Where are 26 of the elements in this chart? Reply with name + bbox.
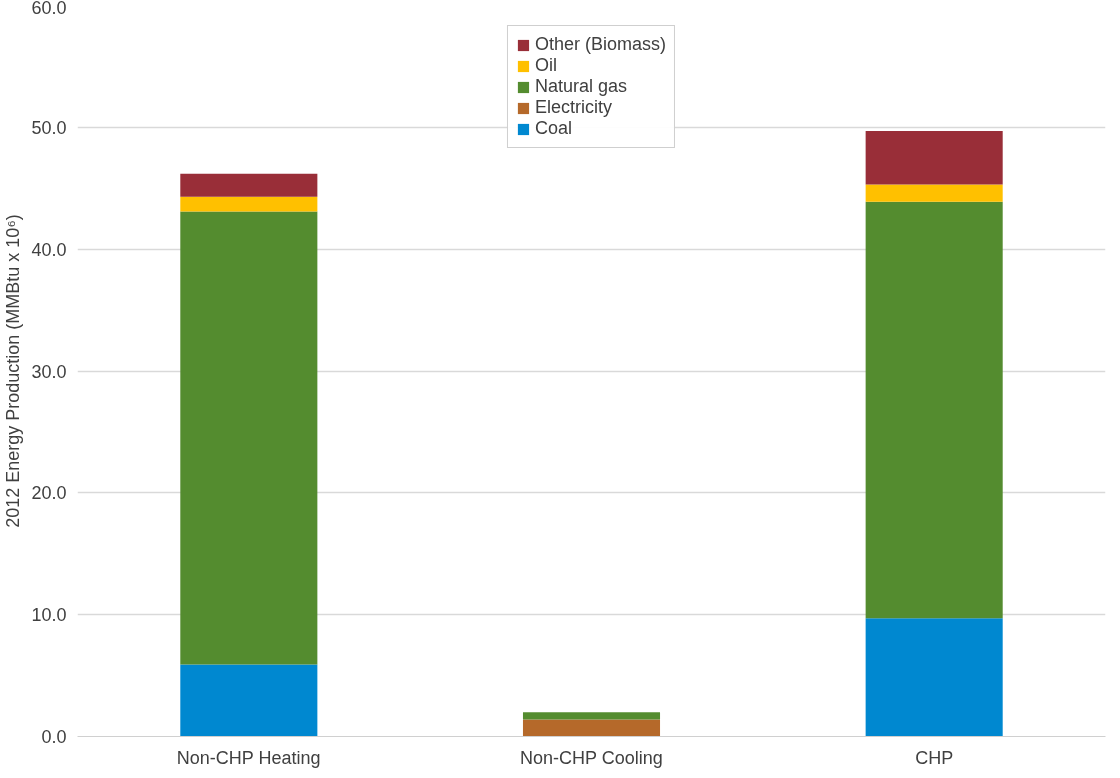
y-tick-label: 0.0 [41, 727, 67, 747]
y-tick-label: 20.0 [31, 483, 67, 504]
bar [522, 712, 661, 720]
y-tick-label: 60.0 [31, 0, 67, 18]
legend-label: Coal [534, 118, 573, 139]
y-axis-title: 2012 Energy Production (MMBtu x 10⁶) [3, 214, 24, 528]
legend-label: Oil [534, 55, 557, 76]
bar [865, 130, 1003, 185]
x-tick-label: CHP [915, 747, 954, 768]
bar [865, 618, 1003, 737]
bar [865, 201, 1003, 619]
y-tick-label: 40.0 [31, 239, 67, 260]
bar [180, 664, 318, 737]
bar [180, 211, 318, 665]
x-tick-label: Non-CHP Heating [176, 747, 321, 768]
legend-label: Other (Biomass) [534, 34, 667, 55]
bar [180, 196, 318, 212]
legend-label: Electricity [534, 97, 612, 118]
y-tick-label: 10.0 [31, 605, 67, 626]
bar [180, 173, 318, 197]
y-tick-label: 30.0 [31, 361, 67, 382]
x-tick-label: Non-CHP Cooling [519, 747, 663, 768]
y-tick-label: 50.0 [31, 117, 67, 138]
legend-label: Natural gas [534, 76, 628, 97]
bar [522, 719, 661, 737]
bar [865, 184, 1003, 202]
